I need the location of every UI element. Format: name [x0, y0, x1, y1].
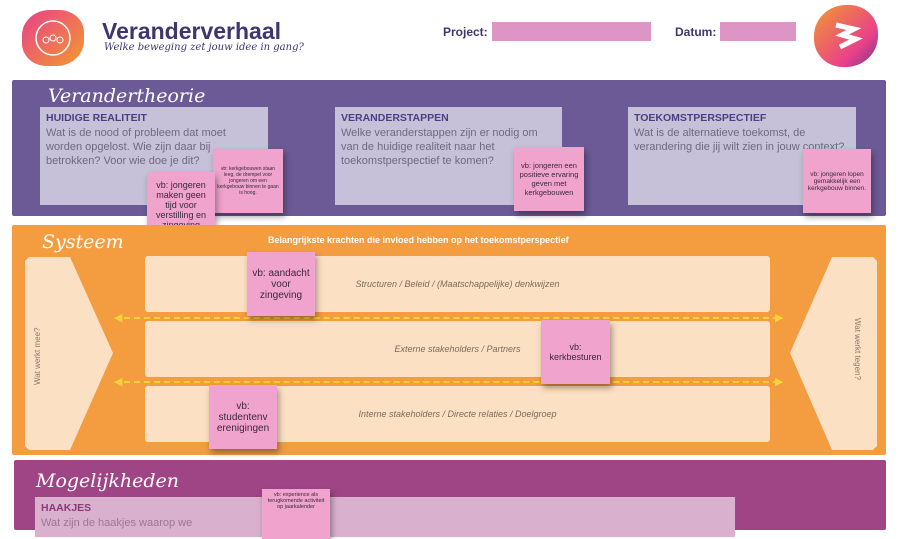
box-text: Wat is de nood of probleem dat moet word…	[46, 127, 226, 167]
datum-field[interactable]	[720, 22, 796, 41]
datum-label: Datum:	[675, 25, 717, 39]
page-subtitle: Welke beweging zet jouw idee in gang?	[104, 42, 304, 53]
works-against-label: Wat werkt tegen?	[853, 318, 862, 380]
haakjes-box[interactable]: HAAKJES Wat zijn de haakjes waarop we	[35, 497, 735, 537]
sticky-note[interactable]: vb: experience als terugkomende activite…	[262, 489, 330, 539]
arrow-right-icon: ▶	[775, 312, 784, 324]
section-title: Mogelijkheden	[36, 470, 179, 492]
sticky-note[interactable]: vb: jongeren een positieve ervaring geve…	[514, 147, 584, 211]
row-structuren[interactable]: Structuren / Beleid / (Maatschappelijke)…	[145, 256, 770, 312]
arrow-right-icon: ▶	[775, 376, 784, 388]
left-arrow-shape	[25, 257, 113, 450]
box-heading: HUIDIGE REALITEIT	[46, 112, 147, 124]
sticky-note[interactable]: vb: jongeren lopen gemakkelijk een kerkg…	[803, 149, 871, 213]
box-text: Wat is de alternatieve toekomst, de vera…	[634, 127, 845, 153]
app-logo	[22, 10, 84, 66]
box-heading: HAAKJES	[41, 502, 92, 514]
works-with-label: Wat werkt mee?	[33, 327, 42, 386]
sticky-note[interactable]: vb: kerkbesturen	[541, 320, 610, 384]
sticky-note[interactable]: vb: aandacht voor zingeving	[247, 252, 315, 316]
section-title: Verandertheorie	[48, 85, 206, 107]
row-externe-stakeholders[interactable]: Externe stakeholders / Partners	[145, 321, 770, 377]
dashed-arrow	[124, 317, 779, 319]
right-arrow-shape	[790, 257, 877, 450]
sticky-note[interactable]: vb: studentenv erenigingen	[209, 385, 277, 449]
box-heading: VERANDERSTAPPEN	[341, 112, 449, 124]
arrow-left-icon: ◀	[114, 376, 123, 388]
project-field[interactable]	[492, 22, 651, 41]
page-title: Veranderverhaal	[102, 18, 282, 44]
system-heading: Belangrijkste krachten die invloed hebbe…	[268, 235, 569, 245]
section-title: Systeem	[42, 231, 124, 253]
project-label: Project:	[443, 25, 488, 39]
arrow-left-icon: ◀	[114, 312, 123, 324]
dashed-arrow	[124, 381, 779, 383]
box-heading: TOEKOMSTPERSPECTIEF	[634, 112, 767, 124]
box-text: Wat zijn de haakjes waarop we	[41, 517, 193, 529]
brand-logo	[814, 5, 878, 67]
box-text: Welke veranderstappen zijn er nodig om v…	[341, 127, 538, 167]
sticky-note[interactable]: vb: kerkgebouwen staan leeg, de drempel …	[213, 149, 283, 213]
